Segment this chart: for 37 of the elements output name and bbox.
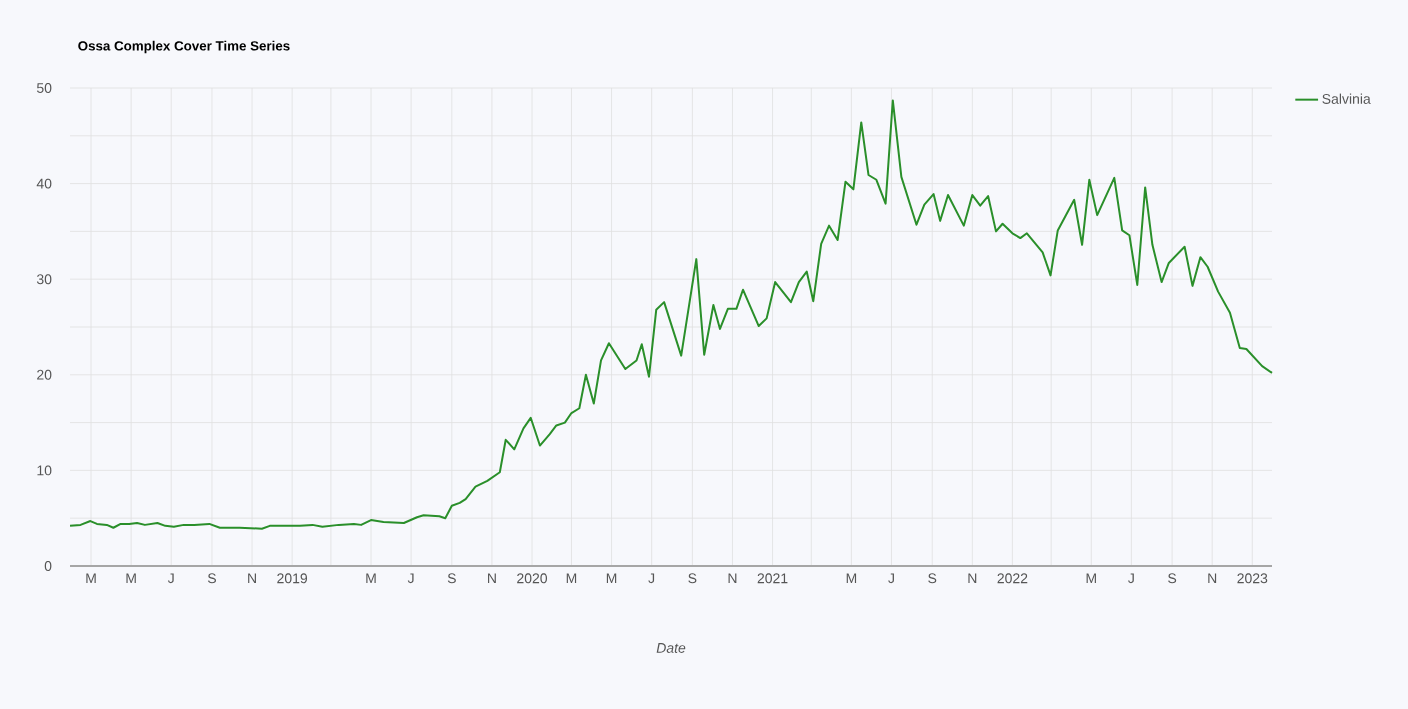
x-tick-label: J [888,573,894,584]
x-tick-label: S [688,573,697,584]
x-tick-label: 2023 [1237,573,1268,584]
x-tick-label: J [407,573,414,584]
x-tick-label: S [207,573,216,584]
legend-label: Salvinia [1322,93,1371,104]
x-tick-label: N [728,573,737,583]
y-tick-label: 40 [36,178,52,189]
x-tick-label: N [968,573,977,583]
x-axis-title: Date [656,643,686,653]
x-tick-label: 2019 [277,573,308,584]
x-tick-label: N [488,573,496,583]
x-tick-label: M [86,573,96,583]
x-tick-label: S [1168,573,1177,584]
y-tick-label: 50 [36,83,52,93]
x-tick-label: 2022 [997,573,1028,584]
y-tick-label: 30 [36,274,52,285]
x-tick-label: M [1086,573,1096,583]
x-tick-label: M [126,573,136,583]
x-tick-label: J [167,573,174,584]
y-tick-label: 0 [44,561,52,571]
x-tick-label: S [928,573,937,584]
x-tick-label: S [447,573,456,584]
x-tick-label: M [606,573,617,583]
x-tick-label: 2021 [757,573,788,584]
x-tick-label: M [846,573,857,583]
line-series [69,99,1274,530]
y-tick-label: 20 [37,369,52,380]
x-tick-label: N [248,573,256,583]
x-tick-label: N [1208,573,1217,583]
y-tick-label: 10 [37,465,52,476]
x-tick-label: M [366,573,376,583]
chart-title: Ossa Complex Cover Time Series [78,40,290,54]
x-tick-label: J [648,573,655,584]
x-tick-label: 2020 [517,573,548,584]
x-tick-label: M [566,573,577,583]
x-tick-label: J [1128,573,1134,584]
